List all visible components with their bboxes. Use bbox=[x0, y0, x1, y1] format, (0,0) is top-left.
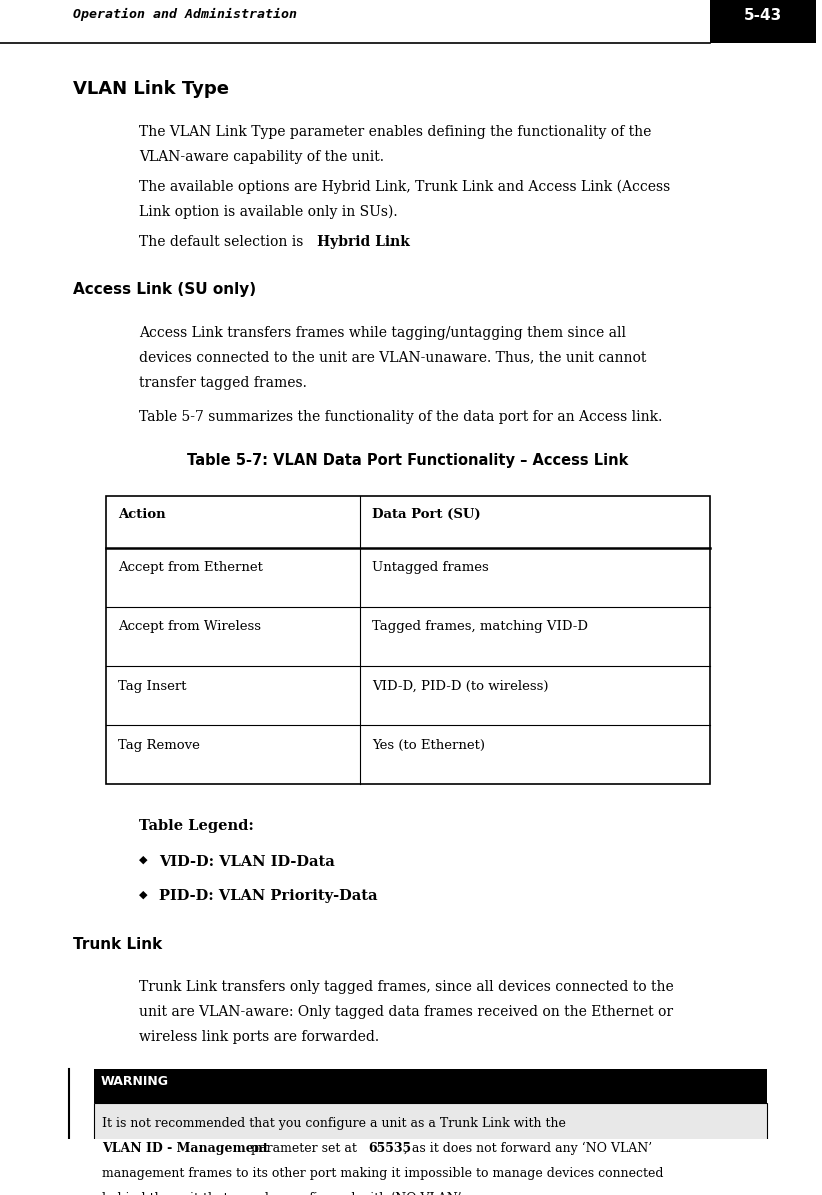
Text: wireless link ports are forwarded.: wireless link ports are forwarded. bbox=[139, 1030, 379, 1044]
Text: Data Port (SU): Data Port (SU) bbox=[372, 508, 481, 521]
Text: ◆: ◆ bbox=[139, 856, 147, 865]
Text: behind the unit that are also configured with ‘NO VLAN’.: behind the unit that are also configured… bbox=[102, 1193, 465, 1195]
Text: VLAN-aware capability of the unit.: VLAN-aware capability of the unit. bbox=[139, 151, 384, 164]
Text: unit are VLAN-aware: Only tagged data frames received on the Ethernet or: unit are VLAN-aware: Only tagged data fr… bbox=[139, 1005, 673, 1019]
Text: Operation and Administration: Operation and Administration bbox=[73, 8, 298, 22]
Text: 5-43: 5-43 bbox=[744, 8, 782, 23]
Text: Link option is available only in SUs).: Link option is available only in SUs). bbox=[139, 204, 397, 220]
Text: WARNING: WARNING bbox=[100, 1074, 169, 1087]
Text: Table 5-7: VLAN Data Port Functionality – Access Link: Table 5-7: VLAN Data Port Functionality … bbox=[187, 453, 629, 468]
Text: Tag Remove: Tag Remove bbox=[118, 739, 201, 752]
Text: Tag Insert: Tag Insert bbox=[118, 680, 187, 693]
Text: management frames to its other port making it impossible to manage devices conne: management frames to its other port maki… bbox=[102, 1168, 663, 1179]
Text: ◆: ◆ bbox=[139, 889, 147, 899]
Text: Action: Action bbox=[118, 508, 166, 521]
Bar bbox=[94, 1070, 767, 1103]
Text: VID-D: VLAN ID-Data: VID-D: VLAN ID-Data bbox=[159, 856, 335, 869]
Text: The VLAN Link Type parameter enables defining the functionality of the: The VLAN Link Type parameter enables def… bbox=[139, 125, 651, 140]
Text: VLAN Link Type: VLAN Link Type bbox=[73, 80, 229, 98]
Text: Tagged frames, matching VID-D: Tagged frames, matching VID-D bbox=[372, 620, 588, 633]
Text: The available options are Hybrid Link, Trunk Link and Access Link (Access: The available options are Hybrid Link, T… bbox=[139, 180, 670, 195]
Text: , as it does not forward any ‘NO VLAN’: , as it does not forward any ‘NO VLAN’ bbox=[404, 1142, 652, 1156]
Text: The default selection is: The default selection is bbox=[139, 234, 307, 249]
Text: It is not recommended that you configure a unit as a Trunk Link with the: It is not recommended that you configure… bbox=[102, 1117, 566, 1130]
FancyBboxPatch shape bbox=[0, 0, 816, 43]
Text: Trunk Link: Trunk Link bbox=[73, 937, 163, 952]
Text: 65535: 65535 bbox=[368, 1142, 411, 1154]
Text: devices connected to the unit are VLAN-unaware. Thus, the unit cannot: devices connected to the unit are VLAN-u… bbox=[139, 350, 646, 364]
Bar bbox=[106, 496, 710, 784]
Text: VID-D, PID-D (to wireless): VID-D, PID-D (to wireless) bbox=[372, 680, 548, 693]
Text: Access Link (SU only): Access Link (SU only) bbox=[73, 282, 256, 298]
Text: Table Legend:: Table Legend: bbox=[139, 819, 254, 833]
Text: Access Link transfers frames while tagging/untagging them since all: Access Link transfers frames while taggi… bbox=[139, 325, 626, 339]
Text: Trunk Link transfers only tagged frames, since all devices connected to the: Trunk Link transfers only tagged frames,… bbox=[139, 980, 673, 994]
Text: Untagged frames: Untagged frames bbox=[372, 562, 489, 575]
Text: VLAN ID - Management: VLAN ID - Management bbox=[102, 1142, 269, 1154]
Text: Accept from Wireless: Accept from Wireless bbox=[118, 620, 261, 633]
Text: Accept from Ethernet: Accept from Ethernet bbox=[118, 562, 263, 575]
Text: PID-D: VLAN Priority-Data: PID-D: VLAN Priority-Data bbox=[159, 889, 377, 903]
FancyBboxPatch shape bbox=[710, 0, 816, 43]
Text: parameter set at: parameter set at bbox=[247, 1142, 361, 1154]
Bar bbox=[94, 1103, 767, 1195]
Text: Table 5-7 summarizes the functionality of the data port for an Access link.: Table 5-7 summarizes the functionality o… bbox=[139, 410, 662, 424]
Text: Yes (to Ethernet): Yes (to Ethernet) bbox=[372, 739, 485, 752]
Text: Hybrid Link: Hybrid Link bbox=[316, 234, 409, 249]
Text: .: . bbox=[389, 234, 393, 249]
Text: transfer tagged frames.: transfer tagged frames. bbox=[139, 375, 307, 390]
